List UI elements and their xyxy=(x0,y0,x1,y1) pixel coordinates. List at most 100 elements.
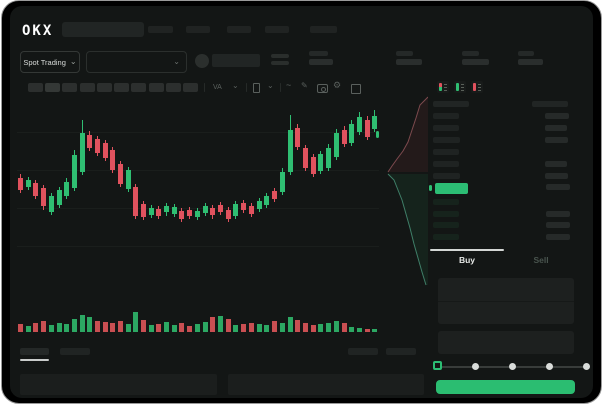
pair-selector-dropdown[interactable]: ⌄ xyxy=(86,51,187,73)
fullscreen-icon[interactable] xyxy=(351,84,361,94)
candle-body xyxy=(80,133,85,172)
bid-price-placeholder[interactable] xyxy=(433,210,459,217)
stat-label-placeholder xyxy=(462,51,479,56)
bottom-tab[interactable] xyxy=(60,348,90,355)
volume-bar xyxy=(334,321,339,332)
timeframe-button[interactable] xyxy=(28,83,43,92)
nav-item[interactable] xyxy=(186,26,210,33)
candle-body xyxy=(133,187,138,216)
volume-bar xyxy=(33,323,38,332)
candle-body xyxy=(95,139,100,153)
volume-chart xyxy=(18,312,377,332)
bid-price-placeholder[interactable] xyxy=(433,222,459,229)
nav-item[interactable] xyxy=(265,26,289,33)
bid-price-placeholder[interactable] xyxy=(433,199,459,205)
price-input[interactable] xyxy=(438,278,574,324)
orderbook-view-combined-icon[interactable] xyxy=(437,81,449,93)
chevron-down-icon[interactable]: ⌄ xyxy=(267,81,274,90)
candle-body xyxy=(156,209,161,216)
camera-icon[interactable] xyxy=(317,84,328,93)
stat-label-placeholder xyxy=(309,51,328,56)
search-input[interactable] xyxy=(62,22,144,37)
ask-price-placeholder[interactable] xyxy=(433,137,460,143)
volume-bar xyxy=(257,324,262,332)
timeframe-button[interactable] xyxy=(97,83,112,92)
color-strip xyxy=(456,83,459,91)
orderbook-view-bids-only-icon[interactable] xyxy=(454,81,466,93)
volume-bar xyxy=(233,325,238,332)
bottom-action-placeholder[interactable] xyxy=(348,348,378,355)
stat-value-placeholder xyxy=(518,59,543,65)
candle-body xyxy=(110,150,115,170)
candle-body xyxy=(203,206,208,213)
orderbook-view-asks-only-icon[interactable] xyxy=(471,81,483,93)
nav-item[interactable] xyxy=(227,26,251,33)
volume-bar xyxy=(49,325,54,332)
ask-price-placeholder[interactable] xyxy=(433,161,459,167)
timeframe-button[interactable] xyxy=(114,83,129,92)
last-price-badge[interactable] xyxy=(435,183,468,194)
bid-price-placeholder[interactable] xyxy=(433,234,459,241)
timeframe-button[interactable] xyxy=(149,83,164,92)
tab-sell[interactable]: Sell xyxy=(533,255,549,265)
candlestick-chart[interactable] xyxy=(17,97,379,290)
toolbar-divider xyxy=(246,83,247,92)
ask-amount-placeholder xyxy=(545,137,568,143)
volume-bar xyxy=(357,328,362,332)
depth-bid-area xyxy=(388,174,428,285)
volume-bar xyxy=(72,319,77,332)
ask-price-placeholder[interactable] xyxy=(433,113,459,119)
buy-tab-underline xyxy=(430,249,504,251)
volume-bar xyxy=(95,321,100,332)
ask-price-placeholder[interactable] xyxy=(433,173,460,179)
ask-amount-placeholder xyxy=(545,113,569,119)
slider-stop[interactable] xyxy=(472,363,479,370)
slider-handle[interactable] xyxy=(433,361,442,370)
buy-button[interactable] xyxy=(436,380,575,394)
candle-body xyxy=(187,210,192,216)
timeframe-button[interactable] xyxy=(166,83,181,92)
timeframe-button[interactable] xyxy=(131,83,146,92)
bottom-tab-active[interactable] xyxy=(20,348,49,355)
line-tool-icon[interactable]: ~ xyxy=(286,80,292,90)
candle-body xyxy=(126,170,131,189)
nav-item[interactable] xyxy=(148,26,173,33)
tab-buy[interactable]: Buy xyxy=(458,255,476,265)
stat-value-placeholder xyxy=(462,59,489,65)
slider-stop[interactable] xyxy=(509,363,516,370)
chevron-down-icon: ⌄ xyxy=(69,57,77,66)
chart-style-icon[interactable] xyxy=(253,83,260,93)
timeframe-button[interactable] xyxy=(183,83,198,92)
amount-input[interactable] xyxy=(438,331,574,354)
slider-stop[interactable] xyxy=(583,363,590,370)
indicator-button[interactable]: VA xyxy=(213,84,222,91)
draw-tool-icon[interactable]: ✎ xyxy=(301,81,308,90)
bid-amount-placeholder xyxy=(546,210,570,217)
market-type-selector[interactable]: Spot Trading ⌄ xyxy=(20,51,80,73)
slider-stop[interactable] xyxy=(546,363,553,370)
candle-body xyxy=(87,135,92,148)
timeframe-button[interactable] xyxy=(80,83,95,92)
candle-body xyxy=(18,178,23,190)
ask-price-placeholder[interactable] xyxy=(433,149,459,155)
candle-body xyxy=(357,117,362,132)
gridline xyxy=(17,246,379,247)
chevron-down-icon[interactable]: ⌄ xyxy=(232,81,239,90)
volume-bar xyxy=(272,321,277,332)
timeframe-button[interactable] xyxy=(45,83,60,92)
market-type-label: Spot Trading xyxy=(23,57,66,67)
nav-item[interactable] xyxy=(310,26,337,33)
bottom-tab-underline xyxy=(20,359,49,361)
volume-bar xyxy=(365,329,370,332)
ask-amount-placeholder xyxy=(545,161,567,167)
candle-body xyxy=(179,211,184,219)
candle-body xyxy=(164,206,169,212)
volume-bar xyxy=(87,317,92,332)
bottom-action-placeholder[interactable] xyxy=(386,348,416,355)
gear-icon[interactable]: ⚙ xyxy=(333,80,342,90)
timeframe-button[interactable] xyxy=(62,83,77,92)
orderbook-header-left xyxy=(433,101,469,107)
ask-price-placeholder[interactable] xyxy=(433,125,459,131)
chevron-down-icon: ⌄ xyxy=(173,57,180,66)
candle-body xyxy=(318,154,323,171)
